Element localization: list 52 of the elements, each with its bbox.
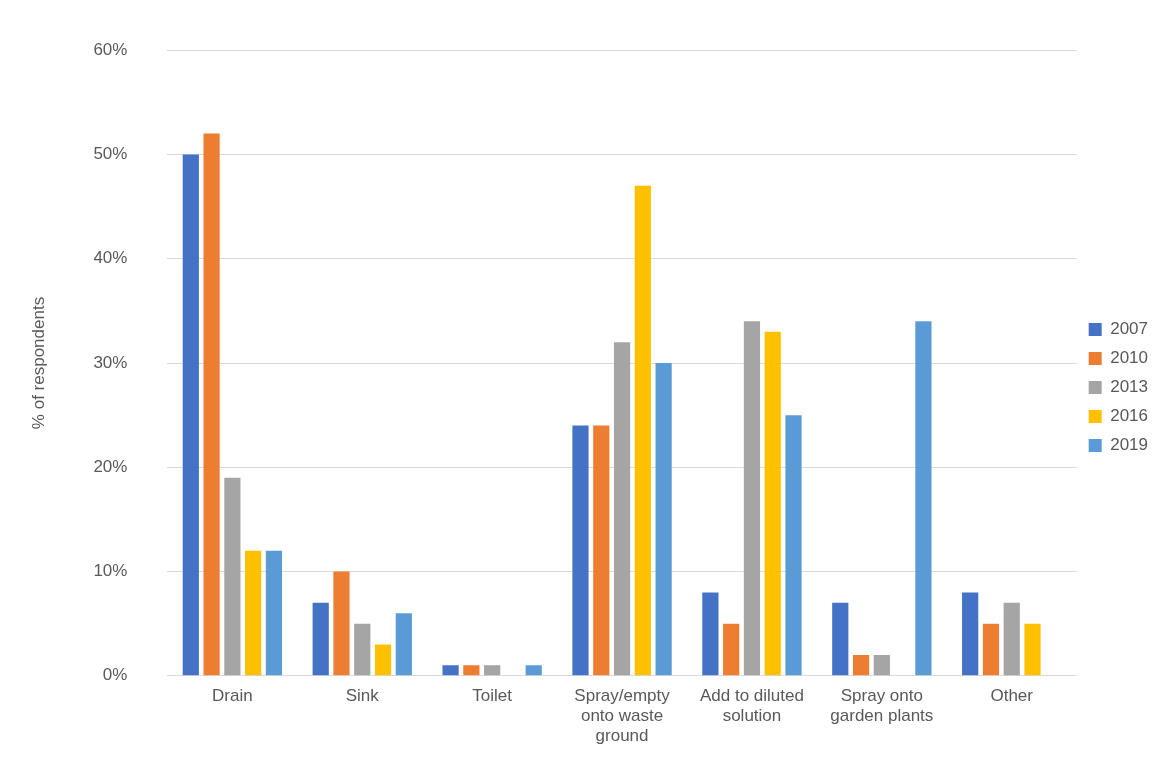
y-tick-label: 50% [93,144,128,164]
bar [613,342,631,676]
bar [245,550,262,676]
bar [354,623,371,676]
bar [463,665,480,676]
x-tick-label: Drain [212,685,253,705]
y-tick-label: 60% [93,39,128,59]
y-tick-label: 30% [93,352,128,372]
bar [702,592,719,676]
bar [442,665,459,676]
bar [634,185,651,676]
legend-label: 2019 [1110,435,1149,455]
bar [1024,623,1041,676]
bar [572,425,589,676]
x-tick-label: Add to diluted solution [699,685,804,726]
bar [484,665,501,676]
bar [333,571,350,676]
bar [785,415,802,676]
bar [832,602,849,676]
bar [723,623,740,676]
bar [374,644,392,676]
bar [743,321,761,676]
bar [764,331,781,676]
y-tick-label: 0% [102,665,128,685]
legend-label: 2007 [1110,319,1149,339]
y-tick-label: 20% [93,456,128,476]
bar [265,550,283,676]
y-axis-title: % of respondents [28,296,48,430]
bar [224,477,241,676]
bar [873,654,890,676]
x-tick-label: Sink [345,685,380,705]
x-tick-label: Toilet [472,685,513,705]
bar [593,425,610,676]
bar [982,623,1000,676]
y-tick-label: 40% [93,248,128,268]
bar [962,592,979,676]
x-tick-label: Other [990,685,1034,705]
bar [525,665,542,676]
x-tick-label: Spray/empty onto waste ground [574,685,671,746]
bar [852,654,870,676]
legend-label: 2013 [1110,377,1149,397]
bar [395,613,412,676]
legend-label: 2010 [1110,348,1149,368]
bar [203,133,220,676]
bar [312,602,329,676]
y-tick-label: 10% [93,561,128,581]
bar [915,321,932,676]
bar [655,363,672,676]
legend-label: 2016 [1110,406,1149,426]
x-tick-label: Spray onto garden plants [830,685,934,726]
bar [182,154,199,676]
bar [1003,602,1020,676]
